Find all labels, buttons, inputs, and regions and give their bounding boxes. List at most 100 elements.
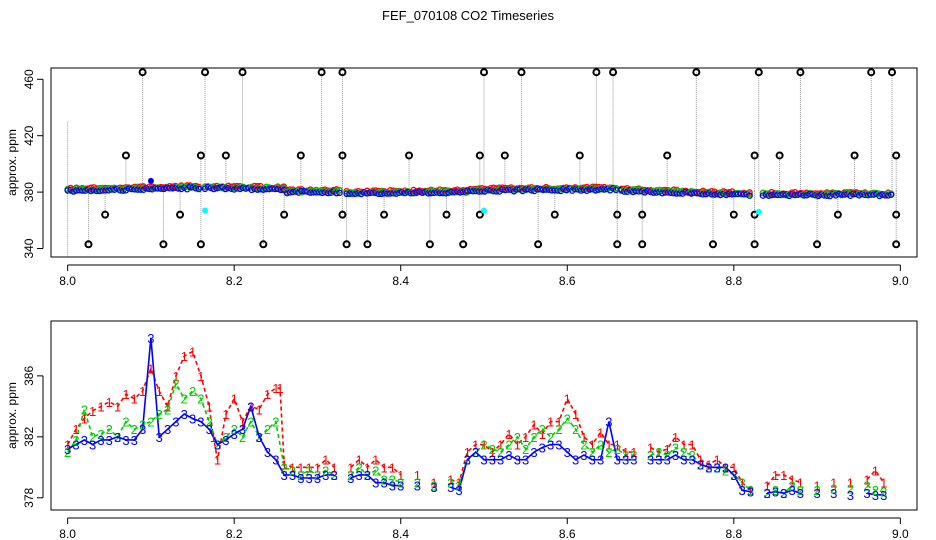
data-point-series-3: [647, 188, 654, 196]
data-point-series-1: 1: [780, 468, 787, 483]
data-point-series-1: 1: [264, 387, 271, 402]
data-point-series-3: [151, 184, 159, 192]
data-point-series-2: 2: [664, 448, 671, 463]
outlier-point: [517, 68, 526, 77]
y-tick-label: 380: [22, 182, 36, 202]
data-point-series-3: 3: [880, 488, 887, 503]
data-point-series-3: 3: [372, 476, 379, 491]
data-point-series-3: 3: [364, 468, 371, 483]
data-point-series-3: 3: [214, 437, 221, 452]
outlier-point: [121, 151, 130, 160]
data-point-series-2: 2: [106, 422, 113, 437]
data-point-series-2: 2: [372, 463, 379, 478]
outlier-point: [176, 210, 185, 219]
data-point-series-1: 1: [430, 476, 437, 491]
data-point-series-2: 2: [122, 415, 129, 430]
outlier-point: [729, 210, 738, 219]
x-tick-label: 8.0: [59, 274, 76, 288]
data-point-series-2: 2: [256, 430, 263, 445]
data-point-series-1: 1: [739, 476, 746, 491]
outlier-point: [380, 210, 389, 219]
data-point-series-1: 1: [664, 442, 671, 457]
data-point-series-2: 2: [472, 445, 479, 460]
data-point-series-1: 1: [630, 445, 637, 460]
outlier-point: [813, 240, 822, 249]
data-point-series-1: 1: [514, 437, 521, 452]
outlier-point: [663, 151, 672, 160]
data-point-series-1: 1: [689, 437, 696, 452]
data-point-series-1: 1: [164, 399, 171, 414]
data-point-series-1: 1: [797, 476, 804, 491]
data-point-series-3: 3: [389, 479, 396, 494]
data-point-series-3: 3: [222, 433, 229, 448]
data-point-series-2: 2: [555, 422, 562, 437]
x-tick-label: 9.0: [892, 527, 909, 540]
data-point-series-3: 3: [472, 445, 479, 460]
data-point-series-3: 3: [289, 468, 296, 483]
data-point-series-1: 1: [289, 460, 296, 475]
data-point-series-1: 1: [347, 460, 354, 475]
data-point-series-3: 3: [788, 483, 795, 498]
data-point-series-2: 2: [505, 437, 512, 452]
x-tick-label: 8.2: [226, 527, 243, 540]
data-point-series-3: 3: [747, 485, 754, 500]
data-point-series-3: 3: [355, 468, 362, 483]
data-point-series-3: 3: [872, 488, 879, 503]
data-point-series-1: 1: [106, 395, 113, 410]
data-point-series-3: 3: [714, 460, 721, 475]
outlier-point: [280, 210, 289, 219]
data-point-series-2: 2: [630, 448, 637, 463]
flag-point: [755, 208, 762, 215]
outlier-point: [405, 151, 414, 160]
data-point-series-1: 1: [276, 381, 283, 396]
data-point-series-2: 2: [780, 486, 787, 501]
data-point-series-3: 3: [722, 460, 729, 475]
data-point-series-1: 1: [364, 460, 371, 475]
data-point-series-3: [728, 191, 736, 198]
data-point-series-2: 2: [172, 376, 179, 391]
outlier-point: [550, 210, 559, 219]
data-point-series-3: [691, 189, 698, 196]
data-point-series-3: 3: [739, 483, 746, 498]
plot-frame: [50, 67, 918, 258]
data-point-series-3: 3: [539, 441, 546, 456]
outlier-point: [480, 68, 488, 77]
data-point-series-1: 1: [131, 392, 138, 407]
data-point-series-1: 1: [414, 468, 421, 483]
outlier-point: [796, 68, 805, 77]
data-point-series-1: 1: [747, 483, 754, 498]
data-point-series-1: 1: [210, 430, 217, 445]
data-point-series-2: 2: [863, 479, 870, 494]
data-point-series-1: 1: [297, 460, 304, 475]
data-point-series-3: 3: [206, 422, 213, 437]
outlier-point: [159, 240, 168, 249]
data-point-series-1: 1: [397, 468, 404, 483]
data-point-series-3: [542, 186, 550, 193]
data-point-series-1: 1: [472, 437, 479, 452]
data-point-series-1: 1: [763, 479, 770, 494]
data-point-series-3: 3: [189, 412, 196, 427]
data-point-series-3: 3: [281, 468, 288, 483]
data-point-series-1: 1: [372, 453, 379, 468]
data-point-series-3: 3: [572, 453, 579, 468]
data-point-series-2: 2: [522, 442, 529, 457]
data-point-series-2: 2: [414, 476, 421, 491]
data-point-series-1: 1: [64, 437, 71, 452]
data-point-series-2: 2: [672, 441, 679, 456]
data-point-series-3: 3: [622, 453, 629, 468]
data-point-series-3: 3: [580, 448, 587, 463]
data-point-series-1: 1: [522, 430, 529, 445]
y-tick-label: 420: [22, 125, 36, 145]
y-tick-label: 340: [22, 238, 36, 258]
data-point-series-2: 2: [380, 473, 387, 488]
chart-title: FEF_070108 CO2 Timeseries: [382, 8, 554, 23]
data-point-series-1: 1: [306, 460, 313, 475]
outlier-point: [84, 240, 93, 249]
data-point-series-3: 3: [156, 430, 163, 445]
data-point-series-3: 3: [614, 453, 621, 468]
data-point-series-2: 2: [239, 430, 246, 445]
data-point-series-2: [876, 190, 883, 198]
data-point-series-3: 3: [414, 479, 421, 494]
data-point-series-1: 1: [830, 476, 837, 491]
data-point-series-1: 1: [322, 453, 329, 468]
